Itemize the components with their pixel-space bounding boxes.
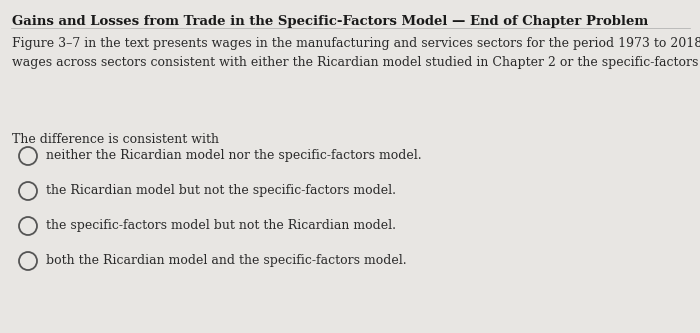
Text: both the Ricardian model and the specific-factors model.: both the Ricardian model and the specifi…: [46, 254, 407, 267]
Text: Figure 3–7 in the text presents wages in the manufacturing and services sectors : Figure 3–7 in the text presents wages in…: [12, 37, 700, 69]
Text: Gains and Losses from Trade in the Specific-Factors Model — End of Chapter Probl: Gains and Losses from Trade in the Speci…: [12, 15, 648, 28]
Text: neither the Ricardian model nor the specific-factors model.: neither the Ricardian model nor the spec…: [46, 149, 421, 162]
Text: the Ricardian model but not the specific-factors model.: the Ricardian model but not the specific…: [46, 184, 396, 197]
Text: the specific-factors model but not the Ricardian model.: the specific-factors model but not the R…: [46, 219, 396, 232]
Text: The difference is consistent with: The difference is consistent with: [12, 133, 219, 146]
